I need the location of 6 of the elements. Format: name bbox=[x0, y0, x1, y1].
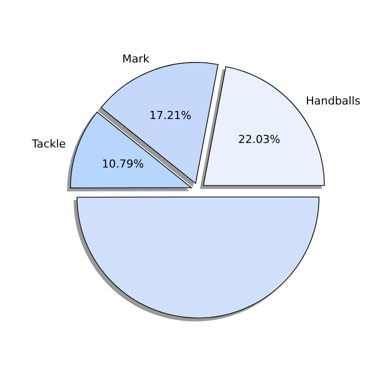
slice-label: Mark bbox=[122, 52, 150, 66]
slice-label: Tackle bbox=[30, 138, 66, 151]
slice-label: Handballs bbox=[306, 94, 361, 108]
data-label: 22.03% bbox=[238, 133, 280, 146]
data-label: 17.21% bbox=[149, 109, 192, 122]
data-label: 10.79% bbox=[102, 158, 144, 171]
